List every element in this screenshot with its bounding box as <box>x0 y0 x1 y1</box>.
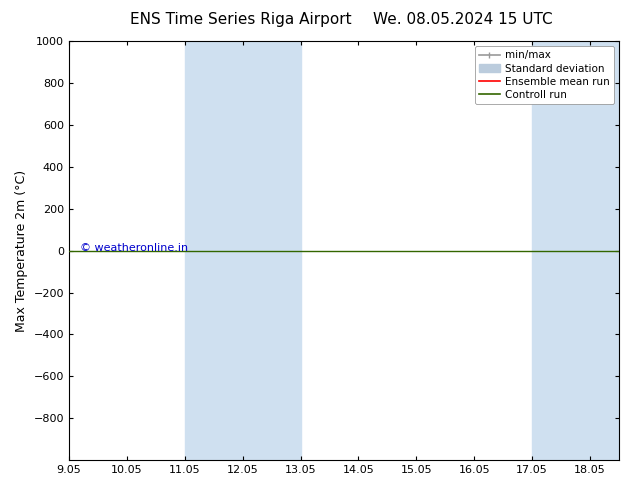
Text: © weatheronline.in: © weatheronline.in <box>80 244 188 253</box>
Bar <box>184 41 301 460</box>
Legend: min/max, Standard deviation, Ensemble mean run, Controll run: min/max, Standard deviation, Ensemble me… <box>475 46 614 104</box>
Text: We. 08.05.2024 15 UTC: We. 08.05.2024 15 UTC <box>373 12 553 27</box>
Text: ENS Time Series Riga Airport: ENS Time Series Riga Airport <box>130 12 352 27</box>
Bar <box>532 41 619 460</box>
Y-axis label: Max Temperature 2m (°C): Max Temperature 2m (°C) <box>15 170 28 332</box>
